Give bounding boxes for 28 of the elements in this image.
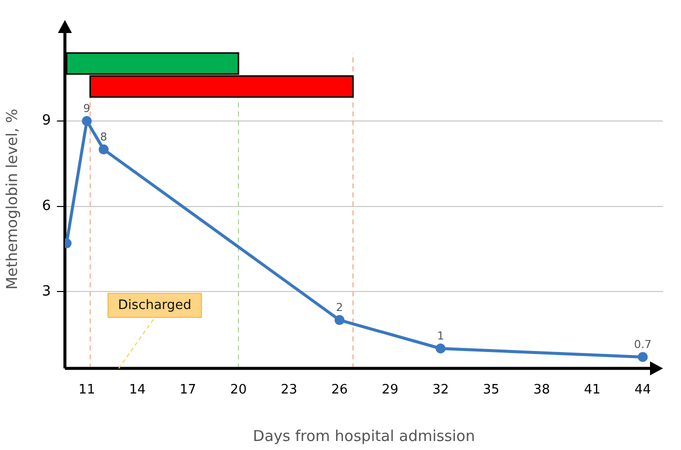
y-tick-label: 3 — [42, 283, 51, 300]
data-label: 9 — [83, 102, 90, 115]
x-tick-label: 20 — [230, 382, 247, 398]
x-tick-label: 11 — [78, 382, 96, 398]
x-axis-title: Days from hospital admission — [252, 426, 475, 445]
x-tick-label: 35 — [482, 382, 500, 398]
x-tick-label: 29 — [382, 382, 398, 398]
point — [334, 315, 345, 326]
x-tick-label: 38 — [533, 382, 550, 398]
y-tick-label: 9 — [42, 112, 51, 129]
point — [82, 116, 92, 126]
point — [98, 144, 109, 154]
point — [436, 343, 446, 354]
data-label: 1 — [437, 329, 444, 342]
data-label: 2 — [336, 301, 344, 314]
x-tick-label: 23 — [280, 382, 298, 398]
data-label: 0.7 — [634, 338, 652, 352]
point — [638, 352, 648, 362]
x-tick-label: 26 — [331, 382, 348, 398]
data-label: 8 — [100, 130, 108, 144]
x-tick-label: 14 — [129, 382, 146, 398]
y-axis-title: Methemoglobin level, % — [2, 108, 21, 290]
annotation: Discharged — [118, 298, 192, 313]
x-tick-label: 17 — [180, 382, 196, 398]
y-tick-label: 6 — [42, 198, 51, 214]
x-tick-label: 41 — [584, 382, 601, 398]
x-tick-label: 44 — [634, 382, 652, 398]
x-tick-label: 32 — [432, 382, 449, 398]
